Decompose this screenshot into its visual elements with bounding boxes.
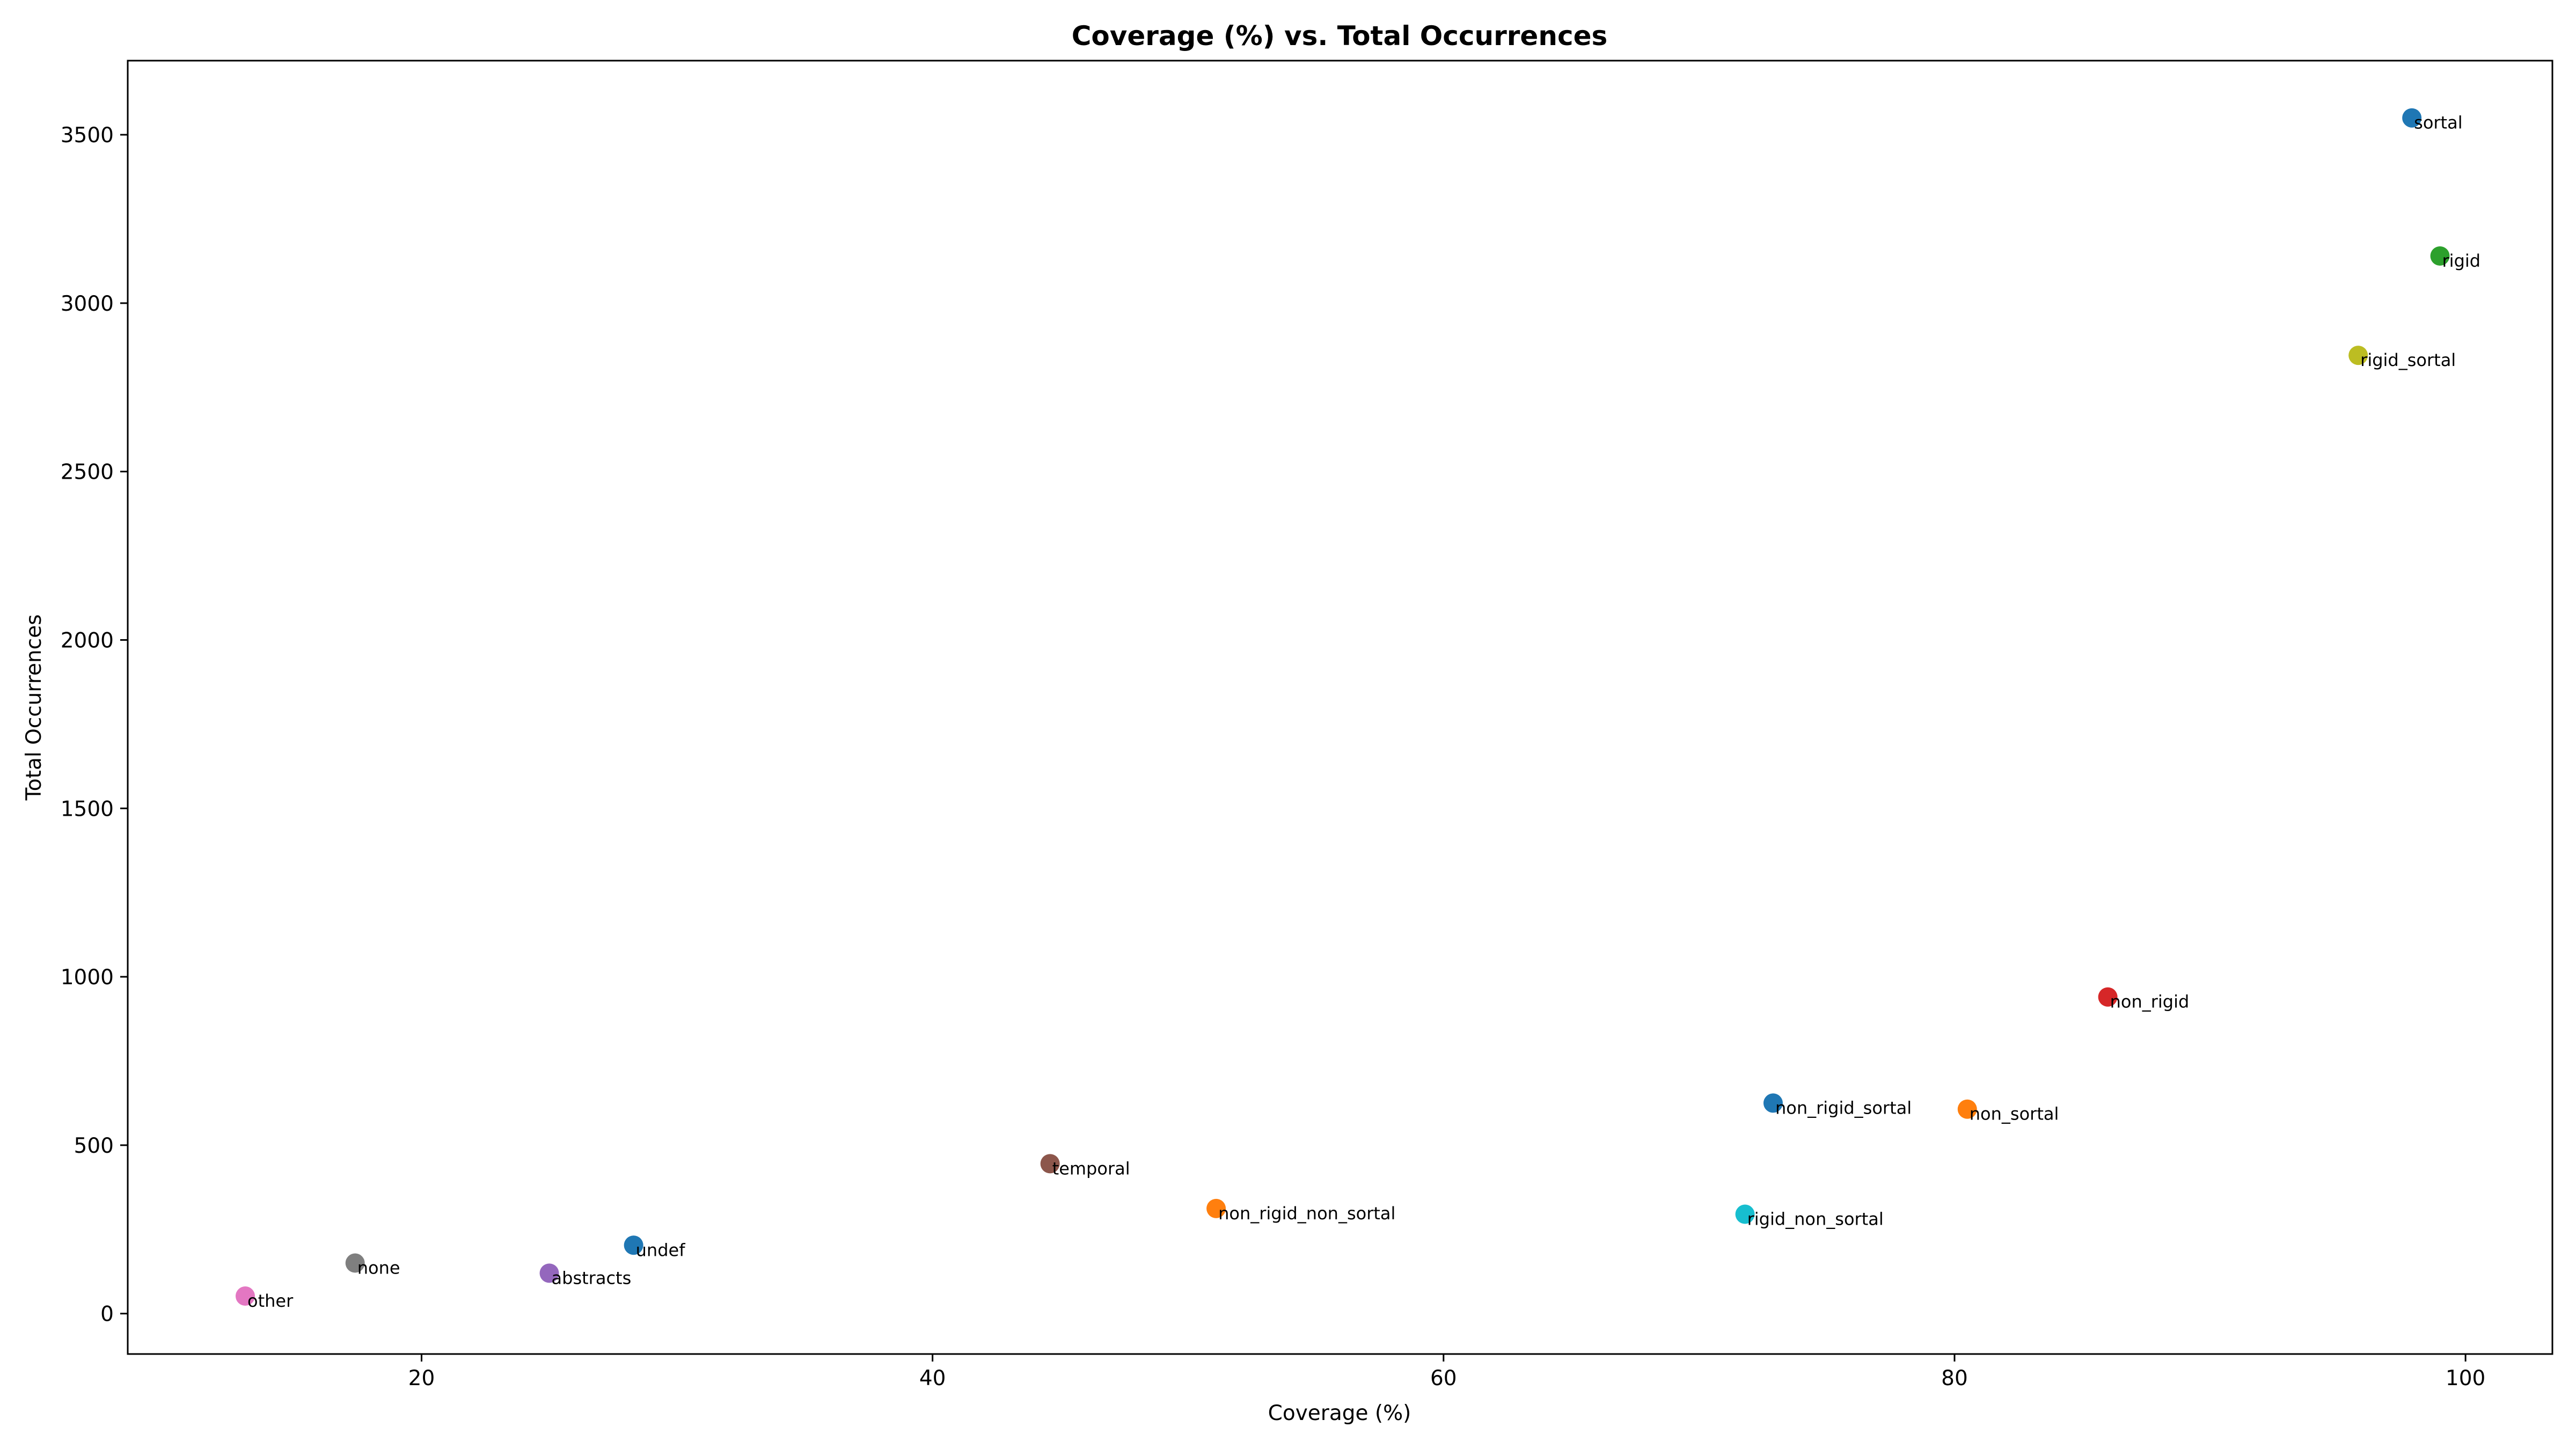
point-label-rigid-sortal: rigid_sortal	[2360, 350, 2456, 370]
point-label-none: none	[357, 1258, 400, 1278]
data-point-other	[235, 1286, 255, 1306]
point-label-non-rigid-non-sortal: non_rigid_non_sortal	[1218, 1203, 1395, 1224]
data-point-rigid-non-sortal	[1735, 1204, 1755, 1224]
x-tick-label: 40	[919, 1366, 946, 1391]
y-tick-label: 1000	[61, 965, 114, 990]
x-tick-label: 100	[2446, 1366, 2485, 1391]
x-axis-ticks: 20 40 60 80 100	[408, 1354, 2485, 1391]
y-tick-label: 500	[74, 1134, 114, 1158]
y-tick-label: 0	[100, 1302, 114, 1327]
data-point-abstracts	[539, 1263, 559, 1283]
y-tick-label: 2000	[61, 628, 114, 653]
point-label-temporal: temporal	[1052, 1158, 1130, 1179]
x-tick-label: 20	[408, 1366, 435, 1391]
data-point-rigid	[2430, 246, 2450, 266]
data-point-non-rigid	[2098, 987, 2118, 1007]
x-tick-label: 60	[1430, 1366, 1457, 1391]
data-point-non-rigid-non-sortal	[1206, 1198, 1226, 1218]
y-tick-label: 3500	[61, 123, 114, 148]
y-tick-label: 3000	[61, 292, 114, 316]
data-point-undef	[624, 1235, 643, 1255]
y-tick-label: 2500	[61, 460, 114, 485]
data-point-temporal	[1040, 1154, 1060, 1174]
y-axis-label: Total Occurrences	[22, 614, 46, 801]
point-label-non-rigid-sortal: non_rigid_sortal	[1775, 1097, 1912, 1118]
y-axis-ticks: 0 500 1000 1500 2000 2500 3000 3500	[61, 123, 128, 1327]
data-points: sortal rigid rigid_sortal non_rigid non_rigi…	[235, 108, 2481, 1311]
plot-area-frame	[127, 60, 2553, 1355]
x-tick-label: 80	[1941, 1366, 1968, 1391]
data-point-non-rigid-sortal	[1763, 1093, 1783, 1113]
data-point-none	[345, 1253, 365, 1273]
data-point-non-sortal	[1957, 1099, 1977, 1119]
point-label-sortal: sortal	[2414, 113, 2462, 133]
point-label-abstracts: abstracts	[552, 1268, 632, 1288]
data-point-sortal	[2402, 108, 2422, 128]
point-label-rigid-non-sortal: rigid_non_sortal	[1747, 1209, 1884, 1230]
point-label-rigid: rigid	[2442, 251, 2481, 271]
point-label-non-sortal: non_sortal	[1970, 1104, 2059, 1124]
x-axis-label: Coverage (%)	[1268, 1401, 1411, 1425]
point-label-other: other	[247, 1291, 294, 1311]
data-point-rigid-sortal	[2348, 346, 2368, 365]
chart-title: Coverage (%) vs. Total Occurrences	[1072, 20, 1608, 52]
point-label-non-rigid: non_rigid	[2110, 992, 2190, 1012]
point-label-undef: undef	[636, 1240, 686, 1260]
y-tick-label: 1500	[61, 797, 114, 821]
